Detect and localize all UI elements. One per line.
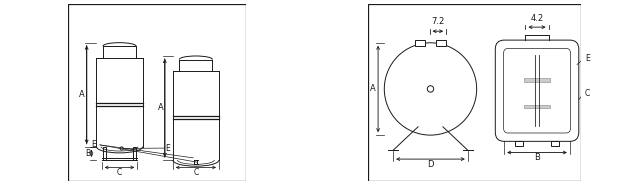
Text: C: C — [117, 168, 122, 177]
Text: E: E — [92, 140, 96, 149]
Text: E: E — [585, 54, 589, 63]
Text: 4.2: 4.2 — [531, 14, 543, 23]
Text: A: A — [79, 90, 85, 99]
FancyBboxPatch shape — [495, 40, 579, 141]
Bar — [524, 105, 550, 108]
Text: A: A — [371, 84, 376, 93]
Text: A: A — [158, 103, 164, 112]
Bar — [415, 40, 424, 46]
Text: B: B — [534, 153, 540, 162]
Text: E: E — [166, 144, 170, 153]
Bar — [103, 147, 106, 160]
Text: 7.2: 7.2 — [431, 17, 444, 26]
Bar — [436, 40, 446, 46]
Text: C: C — [585, 89, 590, 98]
Bar — [133, 147, 136, 160]
Text: D: D — [428, 160, 434, 169]
Text: B: B — [86, 149, 91, 158]
Bar — [524, 78, 550, 82]
Text: C: C — [193, 168, 198, 177]
Bar — [515, 141, 523, 146]
FancyBboxPatch shape — [504, 48, 570, 133]
Bar — [551, 141, 559, 146]
